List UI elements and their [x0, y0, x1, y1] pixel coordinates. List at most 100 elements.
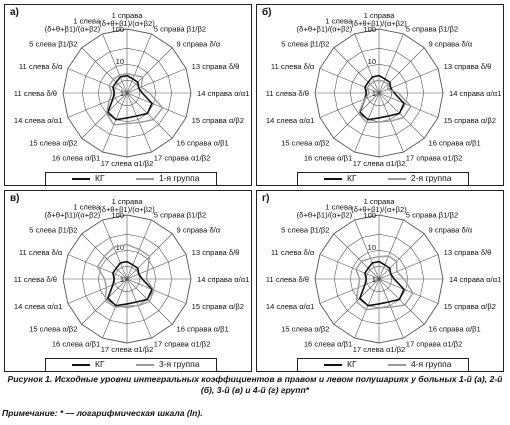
category-label: 11 слева δ/θ [14, 89, 57, 98]
category-label: 17 справа α1/β2 [406, 340, 463, 349]
category-label: 17 справа α1/β2 [154, 154, 211, 163]
category-label: 17 справа α1/β2 [154, 340, 211, 349]
category-label: 11 слева δ/α [19, 248, 63, 257]
grid-spoke [102, 219, 128, 280]
category-label: 11 слева δ/α [271, 62, 315, 71]
grid-spoke [126, 92, 187, 118]
grid-spoke [378, 47, 425, 94]
grid-spoke [378, 233, 425, 280]
series-line-kg [106, 260, 153, 307]
axis-tick-label: 10 [116, 57, 124, 66]
category-label: 13 справа δ/θ [444, 248, 492, 257]
grid-spoke [81, 47, 128, 94]
category-label: 1 справа (δ+θ+β1)/(α+β2) [351, 11, 407, 28]
category-label: 15 слева α/β2 [281, 138, 329, 147]
category-label: 5 слева β1/β2 [29, 226, 77, 235]
category-label: 15 справа α/β2 [444, 302, 496, 311]
category-label: 16 слева α/β1 [304, 340, 352, 349]
axis-tick-label: 1 [372, 275, 376, 284]
grid-spoke [378, 219, 404, 280]
panel-label: б) [262, 7, 272, 18]
grid-spoke [67, 278, 128, 304]
category-label: 1 слева (δ+θ+β1)/(α+β2) [45, 202, 101, 219]
category-label: 11 слева δ/α [271, 248, 315, 257]
legend-line-group [388, 178, 406, 180]
category-label: 1 справа (δ+θ+β1)/(α+β2) [351, 197, 407, 214]
category-label: 16 слева α/β1 [52, 154, 100, 163]
grid-spoke [354, 278, 380, 339]
grid-spoke [333, 233, 380, 280]
series-line-kg [358, 260, 405, 307]
grid-spoke [102, 33, 128, 94]
category-label: 17 слева α1/β2 [353, 345, 406, 354]
legend-label-kg: КГ [347, 359, 357, 369]
category-label: 14 слева α/α1 [14, 302, 62, 311]
category-label: 14 справа α/α1 [197, 275, 249, 284]
axis-tick-label: 100 [111, 25, 124, 34]
grid-spoke [378, 92, 439, 118]
series-line-kg [106, 74, 153, 121]
grid-spoke [126, 68, 187, 94]
chart-panel-a: а) 1 10 100 1 справа (δ+θ+β1)/(α+β2) 5 справа… [4, 4, 252, 186]
category-label: 5 справа β1/β2 [406, 24, 458, 33]
axis-tick-label: 10 [368, 57, 376, 66]
panel-label: а) [10, 7, 19, 18]
grid-spoke [126, 278, 187, 304]
category-label: 16 справа α/β1 [176, 324, 228, 333]
grid-spoke [378, 92, 404, 153]
grid-spoke [378, 254, 439, 280]
category-label: 15 слева α/β2 [29, 138, 77, 147]
axis-tick-label: 100 [363, 25, 376, 34]
legend-label-group: 3-я группа [159, 359, 200, 369]
legend-label-kg: КГ [95, 173, 105, 183]
category-label: 5 слева β1/β2 [29, 40, 77, 49]
category-label: 14 слева α/α1 [266, 116, 314, 125]
category-label: 14 слева α/α1 [266, 302, 314, 311]
category-label: 15 слева α/β2 [29, 324, 77, 333]
category-label: 13 справа δ/θ [192, 62, 240, 71]
series-line-group [105, 73, 164, 126]
grid-spoke [126, 254, 187, 280]
legend-line-group [136, 364, 154, 366]
category-label: 11 слева δ/θ [14, 275, 57, 284]
chart-panel-g: г) 1 10 100 1 справа (δ+θ+β1)/(α+β2) 5 справа… [256, 190, 504, 372]
category-label: 15 справа α/β2 [192, 116, 244, 125]
grid-spoke [102, 92, 128, 153]
grid-spoke [319, 278, 380, 304]
figure-note: Примечание: * — логарифмическая шкала (l… [2, 408, 203, 418]
category-label: 17 слева α1/β2 [353, 159, 406, 168]
category-label: 14 справа α/α1 [449, 275, 501, 284]
legend: КГ 1-я группа [45, 172, 217, 186]
category-label: 1 слева (δ+θ+β1)/(α+β2) [297, 16, 353, 33]
category-label: 1 справа (δ+θ+β1)/(α+β2) [99, 197, 155, 214]
category-label: 1 слева (δ+θ+β1)/(α+β2) [45, 16, 101, 33]
series-line-group [357, 79, 412, 124]
category-label: 5 справа β1/β2 [154, 24, 206, 33]
category-label: 17 слева α1/β2 [101, 159, 154, 168]
category-label: 16 слева α/β1 [304, 154, 352, 163]
legend-label-kg: КГ [95, 359, 105, 369]
category-label: 5 слева β1/β2 [281, 40, 329, 49]
category-label: 17 справа α1/β2 [406, 154, 463, 163]
grid-spoke [102, 278, 128, 339]
category-label: 5 слева β1/β2 [281, 226, 329, 235]
category-label: 14 справа α/α1 [449, 89, 501, 98]
legend-label-kg: КГ [347, 173, 357, 183]
category-label: 13 справа δ/θ [192, 248, 240, 257]
legend: КГ 2-я группа [297, 172, 469, 186]
grid-spoke [319, 92, 380, 118]
category-label: 16 справа α/β1 [176, 138, 228, 147]
category-label: 16 справа α/β1 [428, 324, 480, 333]
grid-spoke [333, 92, 380, 139]
legend-label-group: 1-я группа [159, 173, 200, 183]
grid-spoke [333, 47, 380, 94]
axis-tick-label: 10 [368, 243, 376, 252]
grid-spoke [126, 33, 152, 94]
axis-tick-label: 100 [111, 211, 124, 220]
legend-line-kg [324, 364, 342, 366]
category-label: 1 слева (δ+θ+β1)/(α+β2) [297, 202, 353, 219]
